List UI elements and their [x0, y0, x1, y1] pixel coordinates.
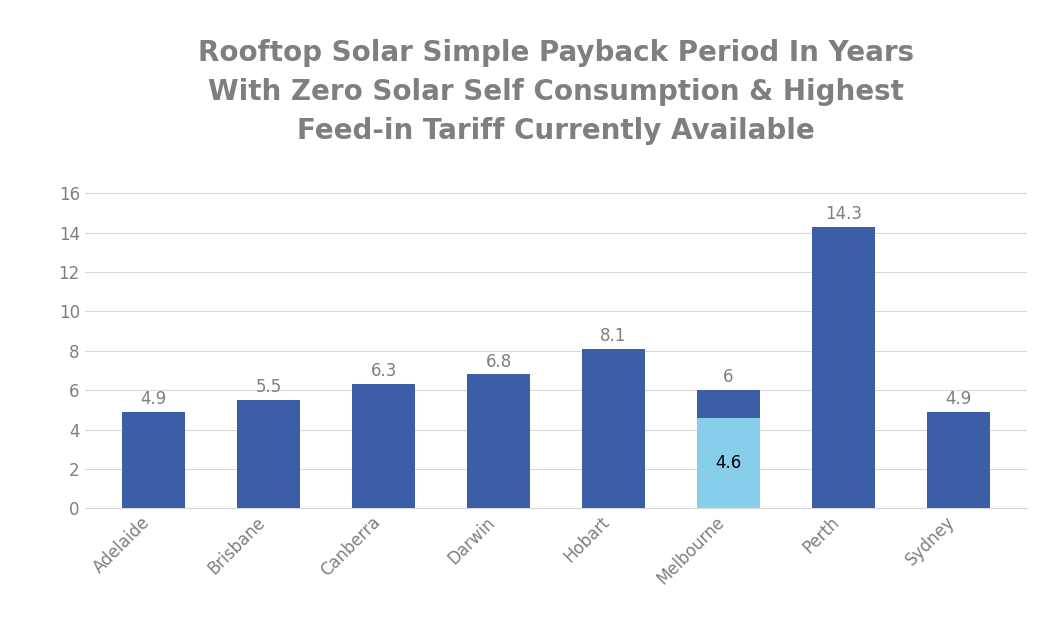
Title: Rooftop Solar Simple Payback Period In Years
With Zero Solar Self Consumption & : Rooftop Solar Simple Payback Period In Y…	[198, 39, 914, 145]
Bar	[352, 384, 415, 508]
Text: 14.3: 14.3	[825, 205, 862, 223]
Text: 8.1: 8.1	[600, 327, 627, 345]
Text: 4.9: 4.9	[945, 390, 971, 408]
Text: 5.5: 5.5	[255, 378, 282, 396]
Text: 6: 6	[723, 368, 734, 386]
Bar	[237, 400, 301, 508]
Text: 4.9: 4.9	[141, 390, 167, 408]
Bar	[927, 412, 990, 508]
Bar	[697, 390, 760, 418]
Text: 4.6: 4.6	[715, 454, 741, 472]
Bar	[581, 349, 645, 508]
Bar	[811, 227, 875, 508]
Text: 6.3: 6.3	[371, 362, 397, 381]
Bar	[697, 418, 760, 508]
Text: 6.8: 6.8	[485, 353, 511, 371]
Bar	[122, 412, 185, 508]
Bar	[467, 374, 531, 508]
